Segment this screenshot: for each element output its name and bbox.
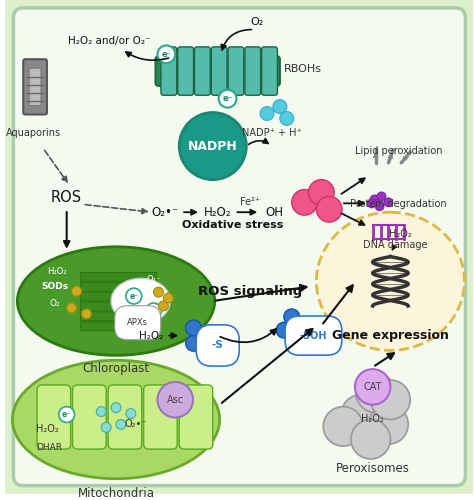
FancyBboxPatch shape: [179, 385, 213, 449]
Circle shape: [356, 373, 395, 412]
FancyBboxPatch shape: [81, 292, 156, 301]
FancyBboxPatch shape: [178, 47, 193, 95]
Circle shape: [157, 46, 175, 63]
Circle shape: [292, 322, 307, 338]
FancyBboxPatch shape: [161, 47, 177, 95]
Circle shape: [96, 406, 106, 416]
Text: DHAR: DHAR: [36, 442, 62, 452]
FancyBboxPatch shape: [23, 59, 47, 114]
Text: O₂•⁻: O₂•⁻: [125, 420, 147, 430]
Circle shape: [351, 420, 391, 459]
Circle shape: [323, 406, 363, 446]
Text: Mitochondria: Mitochondria: [78, 487, 155, 500]
Text: e⁻: e⁻: [161, 50, 172, 59]
Circle shape: [273, 100, 287, 114]
Circle shape: [355, 369, 391, 404]
Circle shape: [186, 336, 201, 351]
Circle shape: [375, 202, 384, 210]
Text: H₂O₂: H₂O₂: [47, 267, 66, 276]
Text: H₂O₂: H₂O₂: [139, 330, 164, 340]
FancyBboxPatch shape: [245, 47, 261, 95]
Circle shape: [111, 402, 121, 412]
Text: e⁻: e⁻: [129, 292, 138, 300]
Ellipse shape: [18, 246, 215, 356]
Circle shape: [158, 301, 168, 311]
Circle shape: [370, 195, 379, 204]
FancyBboxPatch shape: [144, 385, 177, 449]
FancyBboxPatch shape: [155, 56, 280, 86]
Circle shape: [199, 328, 215, 344]
Circle shape: [164, 293, 173, 303]
Circle shape: [292, 190, 318, 215]
Circle shape: [126, 408, 136, 418]
Text: Protein degradation: Protein degradation: [350, 200, 447, 209]
Circle shape: [377, 192, 386, 201]
Text: O₁⁻: O₁⁻: [146, 275, 161, 284]
Text: O₂: O₂: [49, 298, 60, 308]
Text: Oxidative stress: Oxidative stress: [182, 220, 283, 230]
FancyBboxPatch shape: [262, 47, 277, 95]
Text: OH: OH: [265, 206, 283, 218]
FancyBboxPatch shape: [81, 312, 156, 321]
Circle shape: [82, 309, 91, 319]
Ellipse shape: [111, 278, 170, 324]
Circle shape: [276, 322, 292, 338]
Text: e⁻: e⁻: [149, 306, 158, 316]
FancyBboxPatch shape: [211, 47, 227, 95]
Text: NADP⁺ + H⁺: NADP⁺ + H⁺: [242, 128, 302, 138]
Text: RBOHs: RBOHs: [284, 64, 322, 74]
FancyBboxPatch shape: [37, 385, 71, 449]
Circle shape: [67, 303, 77, 313]
Text: e⁻: e⁻: [222, 94, 233, 103]
Text: H₂O₂: H₂O₂: [389, 229, 411, 239]
Text: CAT: CAT: [364, 382, 382, 392]
FancyBboxPatch shape: [81, 302, 156, 311]
Circle shape: [157, 382, 193, 418]
Circle shape: [341, 395, 381, 434]
FancyBboxPatch shape: [13, 8, 465, 486]
Ellipse shape: [12, 360, 219, 478]
Text: Chloroplast: Chloroplast: [82, 362, 150, 374]
Circle shape: [371, 380, 410, 420]
FancyBboxPatch shape: [73, 385, 106, 449]
Text: H₂O₂: H₂O₂: [36, 424, 58, 434]
Ellipse shape: [316, 212, 465, 350]
Text: Peroxisomes: Peroxisomes: [336, 462, 410, 475]
FancyBboxPatch shape: [81, 282, 156, 291]
Circle shape: [146, 303, 162, 319]
Text: NADPH: NADPH: [188, 140, 237, 152]
Text: Aquaporins: Aquaporins: [6, 128, 61, 138]
Circle shape: [260, 106, 274, 120]
Circle shape: [369, 404, 408, 444]
Circle shape: [280, 112, 294, 126]
FancyBboxPatch shape: [29, 68, 41, 106]
Circle shape: [101, 422, 111, 432]
Text: O₂•⁻: O₂•⁻: [152, 206, 179, 218]
Circle shape: [316, 196, 342, 222]
Circle shape: [186, 320, 201, 336]
Circle shape: [72, 286, 82, 296]
Circle shape: [284, 309, 300, 324]
Circle shape: [219, 90, 237, 108]
Circle shape: [126, 288, 142, 304]
Text: ROS: ROS: [51, 190, 82, 205]
Circle shape: [179, 112, 246, 180]
Circle shape: [367, 199, 376, 208]
Circle shape: [154, 287, 164, 297]
Text: SODs: SODs: [41, 282, 68, 290]
Text: APXs: APXs: [127, 318, 148, 327]
Circle shape: [59, 406, 74, 422]
Text: Lipid peroxidation: Lipid peroxidation: [355, 146, 442, 156]
Text: Asc: Asc: [167, 394, 184, 404]
FancyBboxPatch shape: [194, 47, 210, 95]
FancyBboxPatch shape: [81, 272, 156, 281]
Text: ROS signaling: ROS signaling: [198, 284, 302, 298]
Text: H₂O₂ and/or O₂⁻: H₂O₂ and/or O₂⁻: [68, 36, 150, 46]
Text: e⁻: e⁻: [62, 410, 71, 419]
Text: -S: -S: [212, 340, 224, 350]
Text: DNA damage: DNA damage: [363, 240, 428, 250]
Text: Fe²⁺: Fe²⁺: [240, 198, 260, 207]
FancyBboxPatch shape: [228, 47, 244, 95]
Circle shape: [116, 420, 126, 430]
